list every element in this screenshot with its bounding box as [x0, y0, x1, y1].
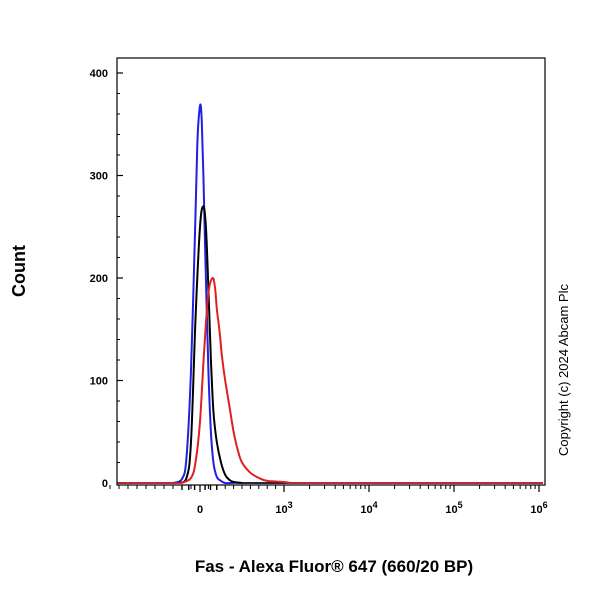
series-line-2 — [176, 205, 243, 484]
y-tick-label: 400 — [90, 68, 108, 80]
series-layer — [118, 103, 543, 485]
x-axis: 0 103 104 105 106 — [109, 485, 548, 516]
x-tick-label: 105 — [445, 500, 462, 516]
y-axis-title: Count — [9, 245, 29, 297]
x-tick-label: 103 — [275, 500, 292, 516]
copyright-notice: Copyright (c) 2024 Abcam Plc — [556, 284, 571, 456]
y-tick-label: 200 — [90, 273, 108, 285]
y-tick-label: 100 — [90, 376, 108, 388]
x-axis-title: Fas - Alexa Fluor® 647 (660/20 BP) — [195, 557, 473, 576]
y-axis: 0 100 200 300 400 — [90, 68, 123, 490]
series-line-3 — [181, 276, 291, 484]
plot-frame — [116, 57, 546, 486]
x-tick-label: 104 — [360, 500, 377, 516]
series-line-1 — [172, 103, 234, 485]
y-tick-label: 300 — [90, 171, 108, 183]
x-tick-label: 106 — [530, 500, 547, 516]
x-tick-label: 0 — [197, 504, 203, 516]
y-tick-label: 0 — [102, 478, 108, 490]
